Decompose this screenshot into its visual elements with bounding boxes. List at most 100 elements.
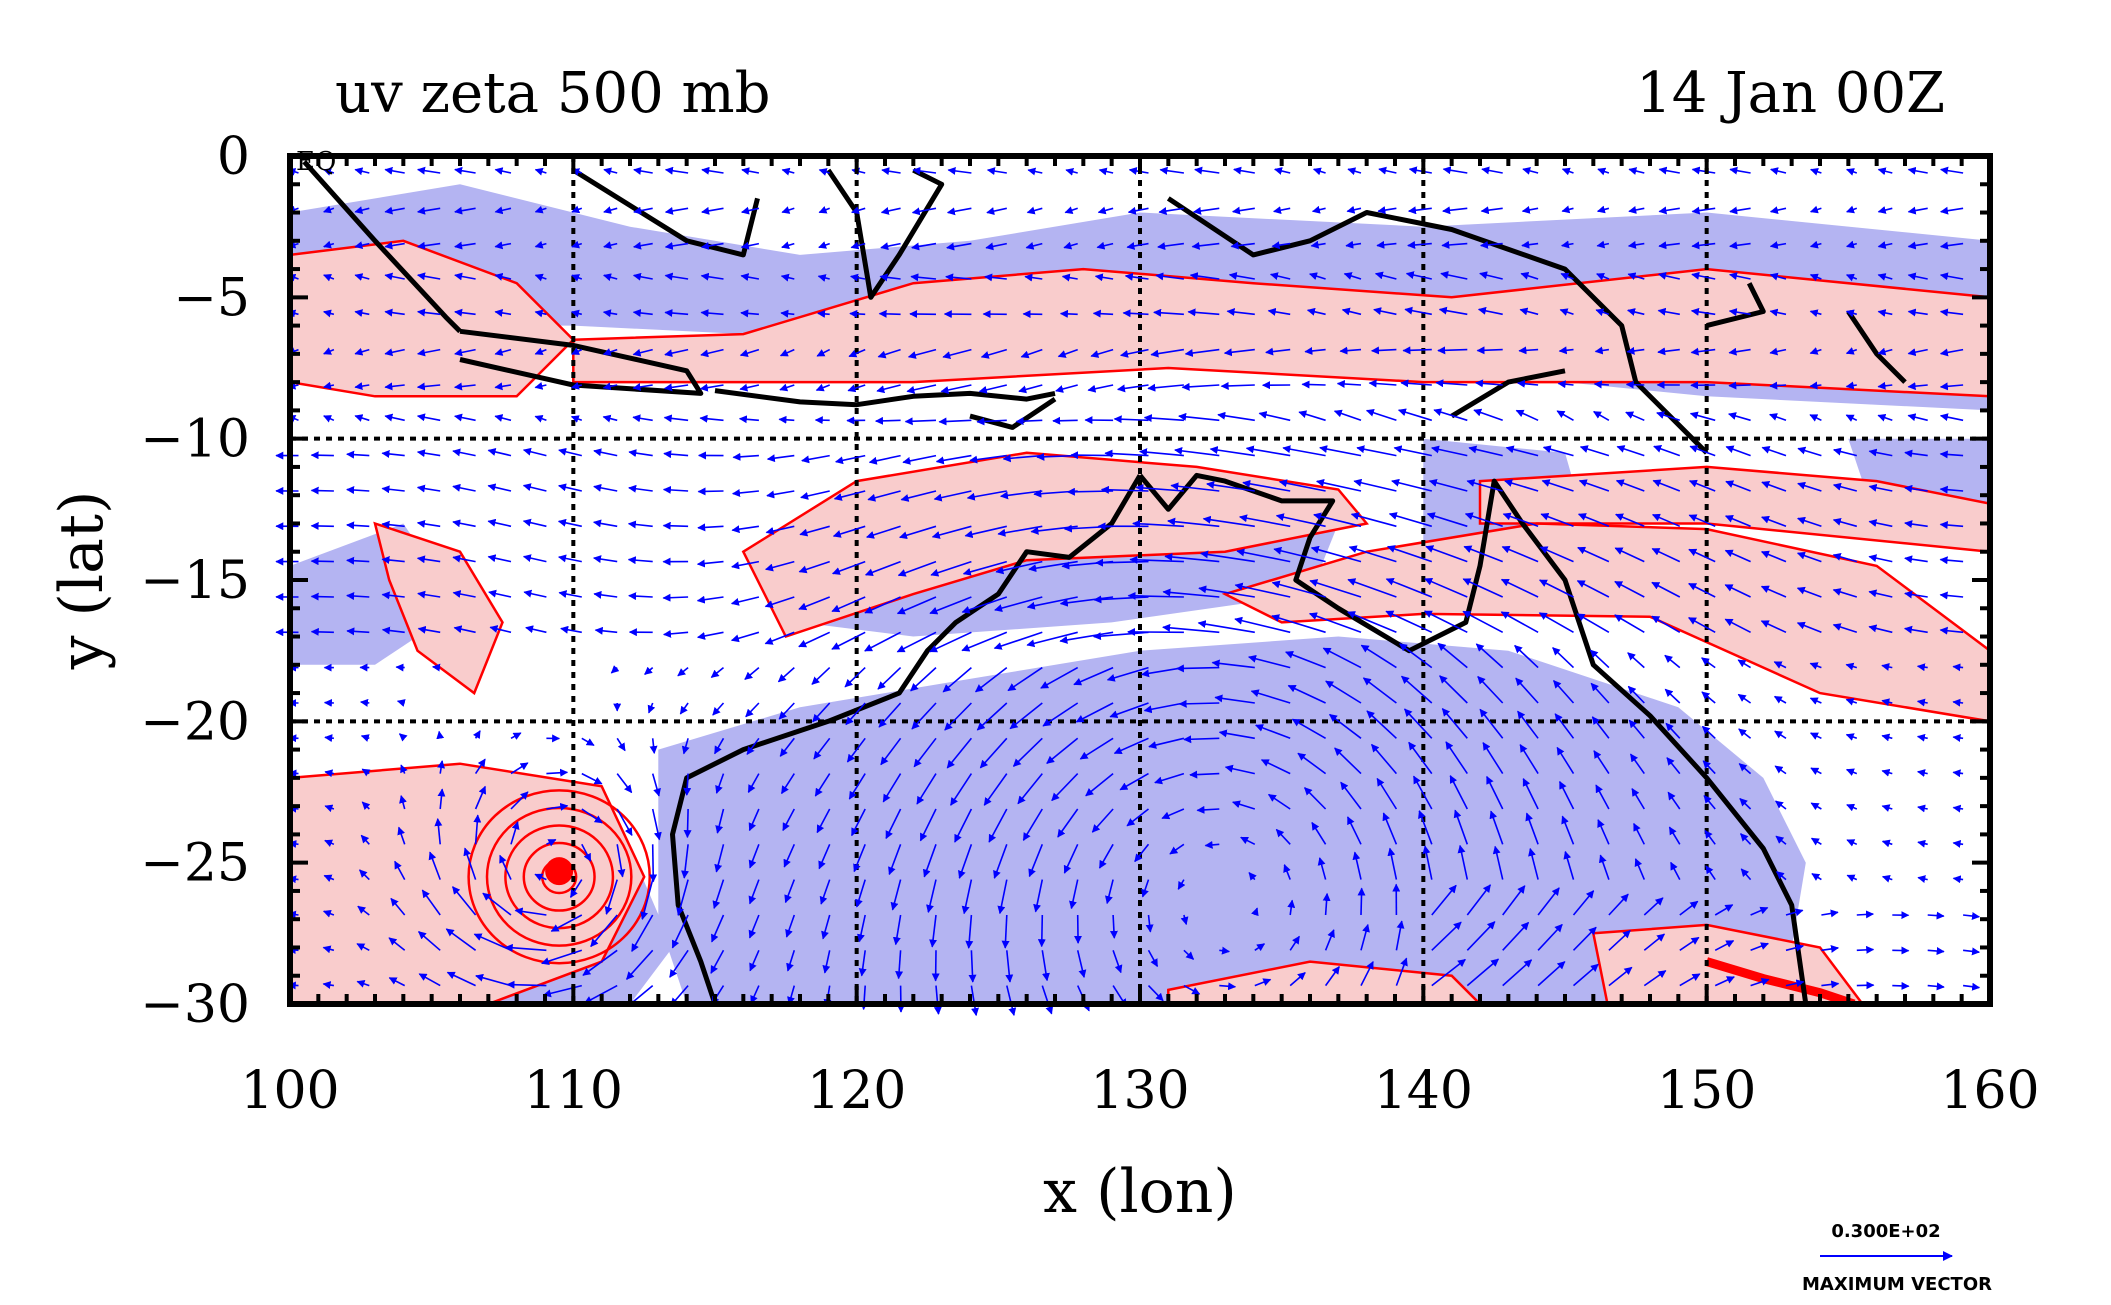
wind-vector: [534, 273, 547, 282]
wind-vector: [1614, 547, 1645, 563]
wind-vector: [849, 309, 866, 318]
wind-vector: [354, 347, 370, 356]
wind-vector: [1634, 858, 1646, 880]
wind-vector: [395, 663, 405, 672]
wind-vector: [781, 241, 795, 250]
wind-vector: [1026, 596, 1078, 610]
wind-vector: [748, 808, 760, 832]
wind-vector: [546, 802, 569, 811]
wind-vector: [1608, 893, 1629, 916]
wind-vector: [1183, 984, 1201, 995]
wind-vector: [961, 631, 1008, 652]
wind-vector: [1126, 242, 1149, 250]
wind-vector: [1424, 577, 1468, 598]
positive-region-2: [573, 269, 1990, 397]
wind-vector: [1347, 167, 1362, 176]
wind-vector: [974, 666, 1008, 693]
wind-vector: [1360, 644, 1397, 669]
wind-vector: [1616, 445, 1645, 457]
wind-vector: [1183, 735, 1220, 744]
wind-vector: [912, 166, 937, 175]
wind-vector: [1423, 610, 1468, 634]
wind-vector: [800, 490, 830, 500]
wind-vector: [1540, 512, 1574, 528]
wind-vector: [1143, 414, 1184, 423]
wind-vector: [1593, 410, 1610, 421]
wind-vector: [1832, 553, 1858, 563]
wind-vector: [1063, 241, 1078, 250]
wind-vector: [715, 773, 725, 794]
wind-vector: [699, 414, 724, 423]
wind-vector: [1539, 546, 1574, 563]
wind-vector: [1175, 664, 1220, 673]
wind-vector: [780, 309, 795, 318]
wind-vector: [945, 273, 972, 282]
wind-vector: [1147, 383, 1184, 392]
wind-vector: [1689, 445, 1716, 457]
wind-vector: [616, 844, 626, 878]
wind-vector: [1668, 826, 1681, 845]
wind-vector: [1319, 445, 1362, 457]
wind-vector: [454, 206, 476, 215]
wind-vector: [1492, 845, 1504, 880]
wind-vector: [1005, 950, 1014, 983]
wind-vector: [1561, 815, 1575, 845]
wind-vector: [1832, 623, 1858, 634]
wind-vector: [381, 520, 405, 529]
wind-vector: [322, 909, 335, 918]
wind-vector: [1597, 819, 1610, 845]
wind-vector: [1690, 347, 1716, 356]
wind-vector: [1254, 978, 1272, 987]
wind-vector: [954, 808, 973, 843]
wind-vector: [1254, 943, 1266, 952]
wind-vector: [1214, 694, 1255, 704]
coastline-8: [1450, 368, 1566, 419]
wind-vector: [880, 737, 902, 766]
wind-vector: [1515, 409, 1539, 422]
wind-vector: [1904, 555, 1928, 564]
wind-vector: [1664, 654, 1681, 669]
y-tick-label-15: −15: [140, 551, 250, 611]
wind-vector: [593, 448, 618, 457]
wind-vector: [454, 241, 476, 250]
wind-vector: [1679, 900, 1699, 916]
wind-vector: [919, 808, 937, 842]
wind-vector: [738, 415, 759, 424]
wind-vector: [867, 490, 901, 502]
gridlines: [290, 156, 1990, 1004]
wind-vector: [1353, 478, 1397, 492]
wind-vector: [1232, 800, 1256, 810]
wind-vector: [1183, 949, 1195, 960]
wind-vector: [1395, 920, 1405, 951]
wind-vector: [1466, 921, 1496, 951]
wind-vector: [1311, 821, 1327, 845]
wind-vector: [1679, 973, 1701, 987]
wind-vector: [1147, 985, 1164, 1002]
wind-vector: [683, 773, 692, 796]
wind-vector: [1466, 958, 1500, 987]
wind-vector: [1538, 579, 1574, 598]
wind-vector: [1178, 412, 1220, 422]
wind-vectors: [275, 166, 1981, 1017]
wind-vector: [434, 818, 443, 845]
x-tick-label-130: 130: [1090, 1061, 1189, 1121]
wind-vector: [1477, 306, 1503, 316]
wind-vector: [976, 702, 1008, 731]
wind-vector: [1009, 702, 1043, 730]
wind-vector: [445, 928, 477, 951]
wind-vector: [323, 205, 335, 214]
wind-vector: [1091, 808, 1114, 833]
wind-vector: [1572, 963, 1599, 987]
wind-vector: [868, 454, 901, 465]
wind-vector: [381, 449, 405, 458]
x-tick-label-150: 150: [1657, 1061, 1756, 1121]
wind-vector: [669, 949, 689, 978]
wind-vector: [1157, 242, 1185, 251]
wind-vector: [356, 980, 370, 988]
wind-vector: [1096, 241, 1114, 250]
wind-vector: [1057, 808, 1079, 838]
wind-vector: [534, 347, 547, 356]
wind-vector: [1939, 308, 1964, 317]
wind-vector: [522, 518, 547, 528]
wind-vector: [1341, 307, 1362, 316]
